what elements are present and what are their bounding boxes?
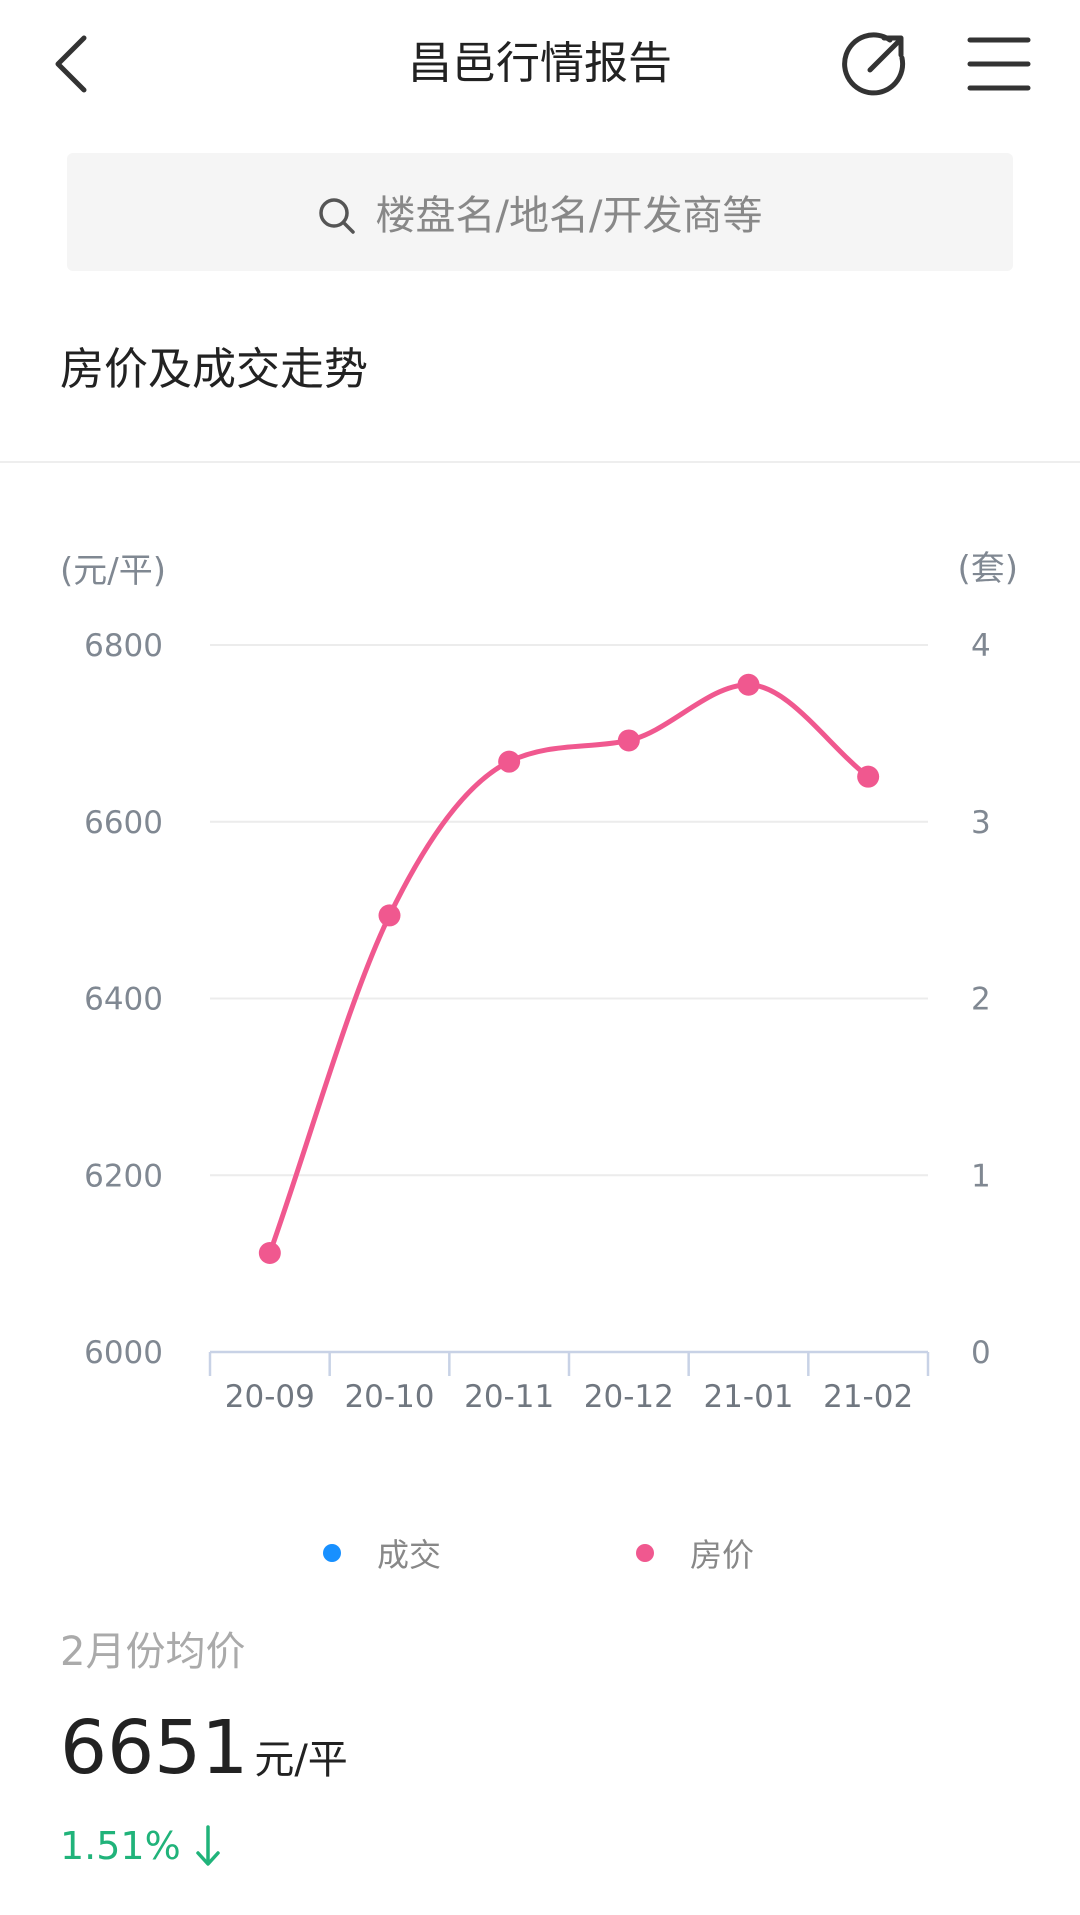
chart-axis-labels: 6800 4 6600 3 6400 2 6200 1 6000 0 (元/平) (套) 20-09 20… [60,549,1018,1415]
price-data-point [378,904,401,927]
chart-grid [210,644,928,1177]
month-average-label: 2月份均价 [60,1629,246,1675]
price-change-percent: 1.51% [60,1824,181,1868]
price-data-point [737,673,760,696]
y-right-tick-label: 3 [971,805,991,841]
chart-x-axis [208,1350,930,1376]
legend-dot-price [636,1544,654,1562]
price-data-point [617,729,640,752]
y-left-unit-label: (元/平) [60,551,166,591]
y-left-tick-label: 6200 [84,1158,163,1194]
legend-dot-volume [323,1544,341,1562]
x-tick-label: 20-12 [584,1379,674,1415]
legend-label-price: 房价 [690,1536,755,1574]
y-left-tick-label: 6800 [84,628,163,664]
menu-button[interactable] [966,32,1032,96]
y-right-unit-label: (套) [957,549,1018,589]
share-button[interactable] [840,28,912,100]
menu-icon [967,37,1031,91]
y-right-tick-label: 0 [971,1335,991,1371]
price-series-points [258,673,880,1265]
average-price-value: 6651 [60,1705,249,1791]
price-data-point [258,1242,281,1265]
x-tick-label: 20-11 [464,1379,554,1415]
legend-label-volume: 成交 [377,1536,442,1574]
search-input[interactable]: 楼盘名/地名/开发商等 [67,153,1013,271]
share-arrow-icon [842,32,906,96]
price-change-row: 1.51% [60,1818,221,1874]
x-tick-label: 20-10 [344,1379,434,1415]
section-divider [0,461,1080,463]
x-tick-label: 21-01 [703,1379,793,1415]
search-bar[interactable]: 楼盘名/地名/开发商等 [67,153,1013,271]
y-left-tick-label: 6600 [84,805,163,841]
x-tick-label: 21-02 [823,1379,913,1415]
x-tick-label: 20-09 [225,1379,315,1415]
y-right-tick-label: 1 [971,1158,991,1194]
y-right-tick-label: 2 [971,982,991,1018]
search-icon [318,198,355,234]
page-title: 昌邑行情报告 [408,38,672,89]
y-left-tick-label: 6400 [84,982,163,1018]
legend-item-volume[interactable]: 成交 [323,1528,441,1578]
average-price-row: 6651 元/平 [60,1700,348,1796]
chevron-left-icon [55,35,87,93]
price-series-line [267,682,871,1256]
price-data-point [857,765,880,788]
back-button[interactable] [40,28,110,100]
y-left-tick-label: 6000 [84,1335,163,1371]
search-placeholder: 楼盘名/地名/开发商等 [375,193,763,239]
section-title: 房价及成交走势 [60,344,368,395]
legend-item-price[interactable]: 房价 [636,1528,754,1578]
y-right-tick-label: 4 [971,628,991,664]
price-data-point [498,750,521,773]
average-price-unit: 元/平 [254,1737,348,1783]
arrow-down-icon [195,1825,220,1866]
